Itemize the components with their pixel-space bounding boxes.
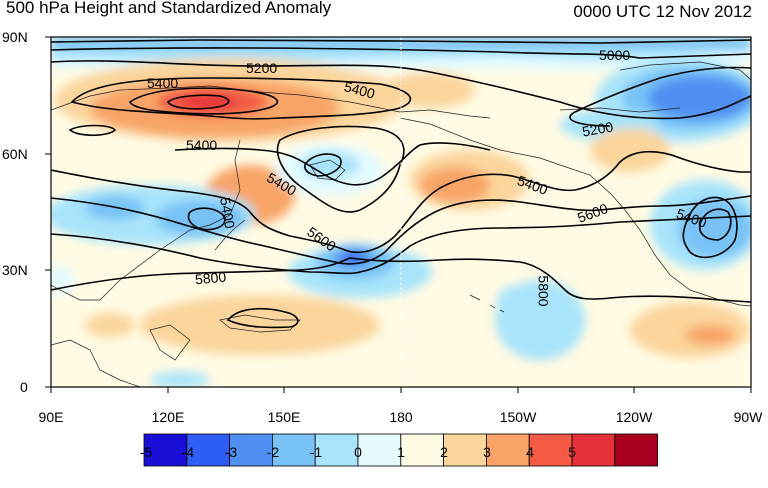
colorbar-swatch: [614, 433, 658, 467]
lat-label-90n: 90N: [2, 29, 28, 45]
lon-label-120w: 120W: [615, 409, 653, 425]
anomaly-field: [51, 37, 751, 387]
contour-label-5000: 5000: [599, 47, 631, 63]
lat-label-0: 0: [20, 379, 28, 395]
contour-label-5200-north: 5200: [246, 60, 278, 76]
lon-label-90w: 90W: [733, 409, 763, 425]
colorbar-swatch: [528, 433, 573, 467]
colorbar-swatch: [443, 433, 487, 467]
colorbar: [143, 433, 658, 467]
colorbar-label: -2: [266, 444, 280, 460]
colorbar-swatch: [186, 433, 231, 467]
colorbar-label: 1: [397, 444, 405, 460]
lon-label-90e: 90E: [38, 409, 64, 425]
colorbar-swatch: [357, 433, 402, 467]
contour-label-5800-west: 5800: [194, 268, 227, 288]
lat-label-30n: 30N: [2, 262, 28, 278]
contour-label-5400-siberia-west: 5400: [147, 75, 179, 91]
colorbar-swatch: [314, 433, 359, 467]
colorbar-swatch: [143, 433, 188, 467]
colorbar-label: -1: [309, 444, 323, 460]
lon-label-120e: 120E: [151, 409, 185, 425]
lon-label-150e: 150E: [267, 409, 301, 425]
contour-label-5800-east: 5800: [535, 275, 552, 307]
map-title: 500 hPa Height and Standardized Anomaly: [6, 0, 332, 17]
colorbar-swatch: [485, 433, 530, 467]
height-contours: [51, 39, 751, 329]
colorbar-swatch: [229, 433, 273, 467]
lat-label-60n: 60N: [2, 146, 28, 162]
colorbar-swatch: [571, 433, 616, 467]
colorbar-label: 4: [526, 444, 534, 460]
lon-label-150w: 150W: [499, 409, 537, 425]
colorbar-swatch: [271, 433, 316, 467]
axis-ticks: [45, 36, 752, 393]
colorbar-label: 5: [568, 444, 576, 460]
valid-time: 0000 UTC 12 Nov 2012: [573, 2, 752, 21]
colorbar-label: 3: [483, 444, 491, 460]
contour-label-5400-kamchatka: 5400: [186, 137, 218, 153]
colorbar-label: -4: [181, 444, 195, 460]
lon-label-180: 180: [389, 409, 413, 425]
colorbar-swatch: [400, 433, 444, 467]
colorbar-label: -5: [139, 444, 153, 460]
colorbar-label: 2: [440, 444, 448, 460]
colorbar-label: 0: [354, 444, 362, 460]
colorbar-label: -3: [224, 444, 238, 460]
